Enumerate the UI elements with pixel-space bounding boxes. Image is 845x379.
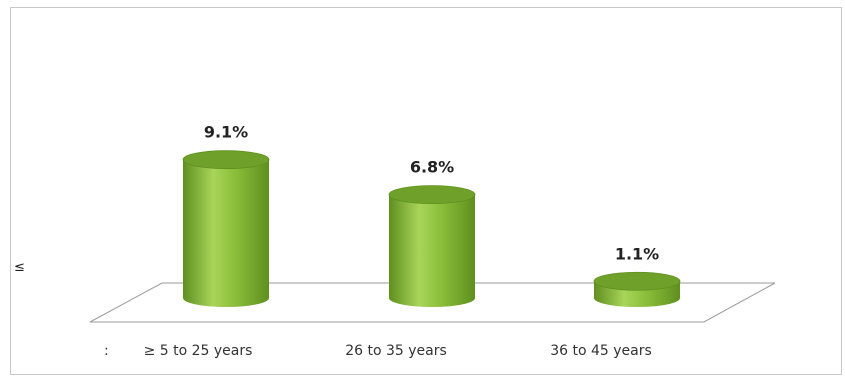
bar-1 (182, 150, 270, 307)
bar-body (389, 194, 475, 307)
bar-top (593, 271, 681, 291)
value-label: 1.1% (615, 244, 659, 263)
bar-top (388, 185, 476, 205)
category-label: 36 to 45 years (550, 343, 652, 359)
category-prefix: : (104, 343, 109, 359)
bar-2 (388, 185, 476, 307)
bar-body (183, 159, 269, 307)
bar-top (182, 150, 270, 170)
value-label: 9.1% (204, 123, 248, 142)
margin-symbol: ≤ (14, 260, 25, 275)
value-label: 6.8% (410, 158, 454, 177)
category-label: 26 to 35 years (345, 343, 447, 359)
category-label: ≥ 5 to 25 years (144, 343, 253, 359)
chart-floor (89, 282, 776, 323)
bar-3 (593, 271, 681, 307)
